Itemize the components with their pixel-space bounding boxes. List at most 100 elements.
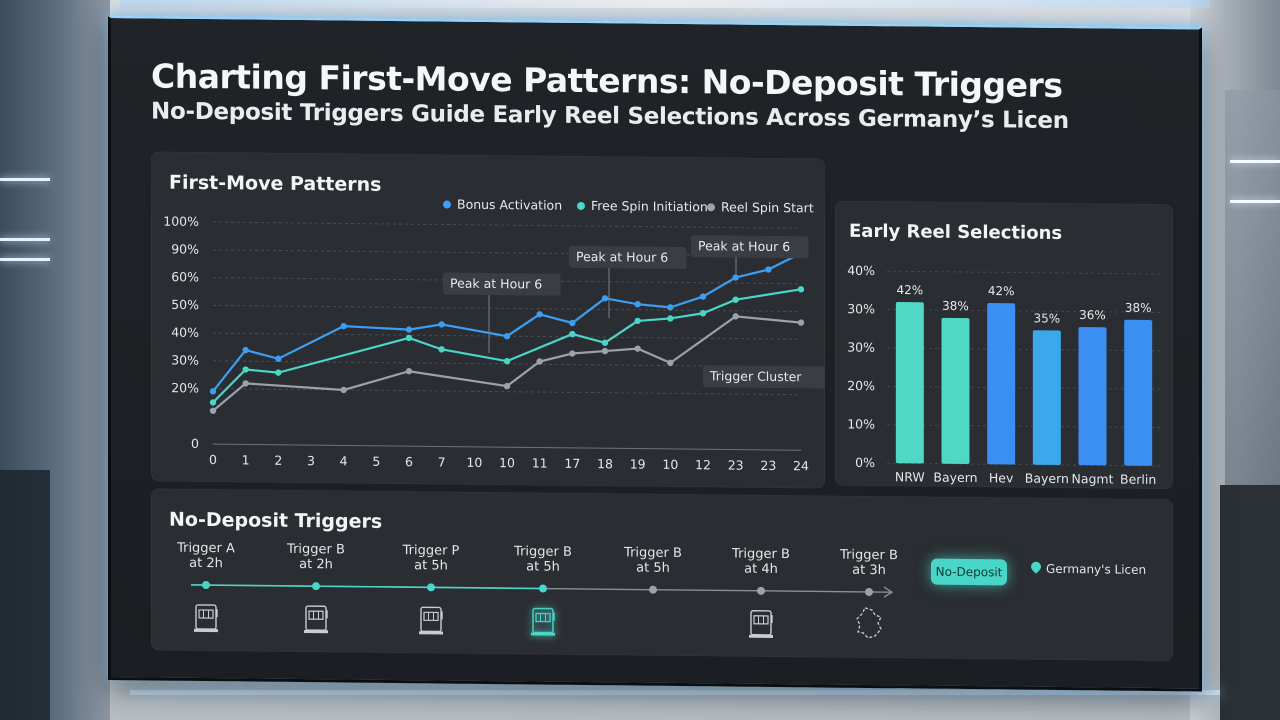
y-tick-label: 30% [847, 340, 875, 355]
page-title: Charting First-Move Patterns: No-Deposit… [151, 56, 1063, 105]
display-screen: Charting First-Move Patterns: No-Deposit… [108, 16, 1202, 692]
data-point [569, 319, 576, 327]
gridline [887, 270, 1161, 275]
bar [895, 301, 924, 464]
data-point [601, 295, 609, 302]
data-point [242, 346, 249, 354]
y-tick-label: 100% [163, 214, 199, 229]
x-tick-label: 3 [307, 453, 315, 468]
annotation-box [569, 245, 687, 270]
y-tick-label: 90% [171, 241, 199, 256]
data-point [242, 366, 249, 373]
early-reel-selections-panel: Early Reel Selections 0% 10% 20% 30% 30% 40% 4… [835, 200, 1173, 490]
y-tick-label: 0% [855, 455, 875, 470]
no-deposit-badge[interactable]: No-Deposit [931, 558, 1007, 586]
data-point [569, 350, 576, 357]
data-point [275, 355, 282, 362]
room-right-wall [1190, 0, 1280, 720]
region-label: Germany's Licen [1028, 559, 1147, 577]
data-point [699, 310, 707, 317]
x-tick-label: 12 [695, 457, 711, 472]
y-tick-label: 20% [847, 378, 875, 393]
data-point [634, 317, 641, 325]
data-point [209, 399, 217, 406]
line-chart: 020%30%40%50%60%90%100%0 1 2 3 4 5 6 7 10 10 11 17 1… [163, 197, 825, 473]
gridline [887, 347, 1161, 352]
data-point [569, 330, 576, 338]
x-tick-label: 7 [438, 454, 446, 469]
data-point [797, 319, 805, 326]
desk [1220, 485, 1280, 720]
x-tick-label: 4 [340, 453, 348, 468]
x-tick-label: 23 [728, 457, 744, 472]
germany-map-icon [856, 607, 882, 639]
bar [941, 317, 970, 465]
data-point [275, 369, 282, 376]
annotation-box [691, 235, 809, 259]
trigger-time: at 5h [526, 559, 560, 575]
legend-label: Free Spin Initiation [591, 198, 708, 214]
bar-value-label: 42% [988, 284, 1015, 298]
data-point [765, 266, 772, 273]
timeline-node [865, 587, 873, 596]
x-tick-label: 10 [662, 457, 678, 472]
bar [987, 302, 1016, 465]
y-tick-label: 50% [171, 297, 199, 312]
timeline-node [312, 582, 320, 591]
gridline [213, 304, 801, 313]
annotation-box [443, 272, 561, 296]
bar-chart: 0% 10% 20% 30% 30% 40% 42% NRW 38% Bayern 42% Hev 35… [847, 263, 1161, 487]
light-strip [1230, 160, 1280, 163]
legend-marker [707, 203, 715, 212]
gridline [887, 385, 1161, 390]
x-tick-label: Bayern [1025, 471, 1069, 486]
series-line-1 [212, 288, 802, 404]
timeline-node [539, 584, 547, 593]
trigger-time: at 5h [414, 558, 448, 574]
x-tick-label: Bayern [933, 470, 977, 485]
bar [1032, 330, 1061, 465]
x-tick-label: 17 [564, 456, 580, 471]
y-tick-label: 40% [847, 263, 875, 278]
data-point [634, 301, 641, 308]
x-tick-label: 0 [209, 452, 217, 467]
legend-label: Bonus Activation [457, 197, 562, 213]
x-tick-label: 2 [274, 453, 282, 468]
light-strip [0, 178, 50, 181]
data-point [732, 313, 739, 320]
x-tick-label: Nagmt [1071, 471, 1113, 486]
y-tick-label: 40% [171, 325, 199, 340]
data-point [438, 321, 445, 328]
trigger-timeline [191, 581, 894, 639]
bar-value-label: 38% [1125, 301, 1152, 315]
data-point [340, 322, 347, 330]
y-tick-label: 60% [171, 269, 199, 284]
legend-label: Reel Spin Start [721, 199, 814, 215]
annotation-label: Trigger Cluster [709, 368, 802, 384]
region-text: Germany's Licen [1046, 561, 1147, 577]
timeline-node [427, 583, 435, 592]
glass-partition [0, 470, 50, 720]
gridline [213, 388, 801, 396]
data-point [699, 293, 707, 300]
trigger-name: Trigger B [732, 546, 790, 563]
data-point [503, 382, 511, 390]
trigger-time: at 2h [189, 555, 223, 572]
x-tick-label: 11 [532, 455, 548, 470]
x-tick-label: 1 [242, 452, 250, 467]
x-tick-label: 10 [499, 455, 515, 470]
data-point [503, 332, 511, 340]
x-tick-label: 5 [372, 454, 380, 469]
timeline-node [649, 585, 657, 594]
timeline-node [757, 586, 765, 595]
bar [1078, 326, 1107, 466]
trigger-name: Trigger B [514, 544, 572, 560]
slot-machine-icon [304, 605, 328, 634]
data-point [667, 359, 674, 367]
x-tick-label: 24 [793, 458, 809, 473]
arrow-head-icon [883, 586, 894, 598]
x-tick-label: 23 [760, 458, 776, 473]
